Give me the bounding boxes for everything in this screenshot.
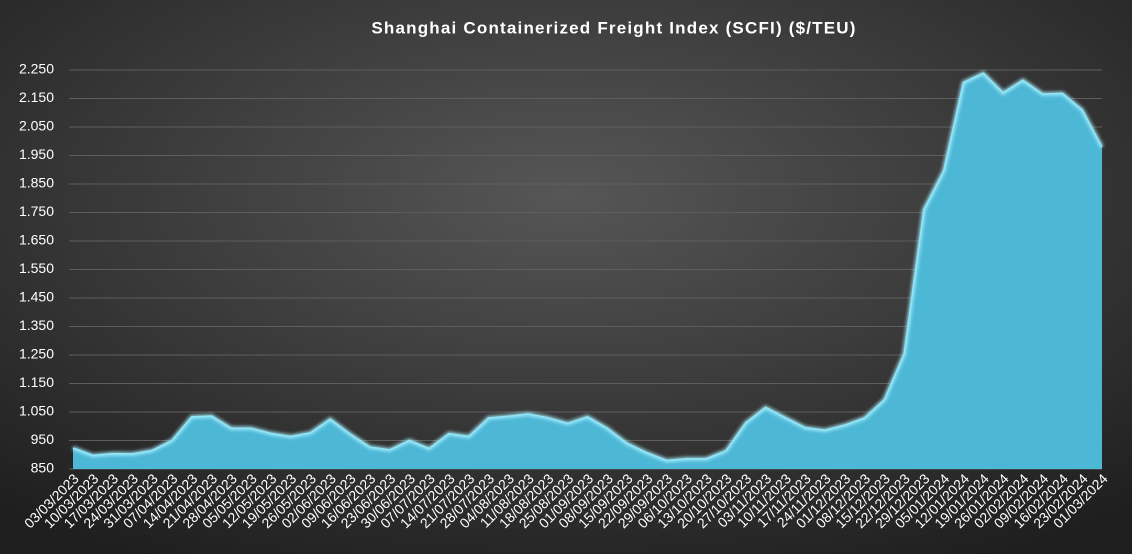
area	[73, 73, 1102, 469]
y-tick-label: 1.750	[19, 203, 54, 219]
y-tick-label: 1.250	[19, 346, 54, 362]
chart-title: Shanghai Containerized Freight Index (SC…	[371, 18, 856, 37]
y-tick-label: 1.850	[19, 175, 54, 191]
y-tick-label: 1.950	[19, 146, 54, 162]
y-tick-label: 1.550	[19, 260, 54, 276]
y-tick-label: 2.050	[19, 118, 54, 134]
y-tick-label: 2.150	[19, 89, 54, 105]
y-tick-label: 1.150	[19, 374, 54, 390]
y-tick-label: 1.650	[19, 232, 54, 248]
y-tick-label: 850	[31, 460, 55, 476]
y-tick-label: 2.250	[19, 61, 54, 77]
plot	[72, 70, 1104, 469]
y-tick-label: 950	[31, 431, 55, 447]
y-tick-label: 1.450	[19, 289, 54, 305]
line	[72, 72, 1103, 462]
labels: 850 950 1.050 1.150 1.250 1.350 1.450 1.550 1.65…	[19, 61, 1111, 532]
y-tick-label: 1.350	[19, 317, 54, 333]
y-tick-label: 1.050	[19, 403, 54, 419]
